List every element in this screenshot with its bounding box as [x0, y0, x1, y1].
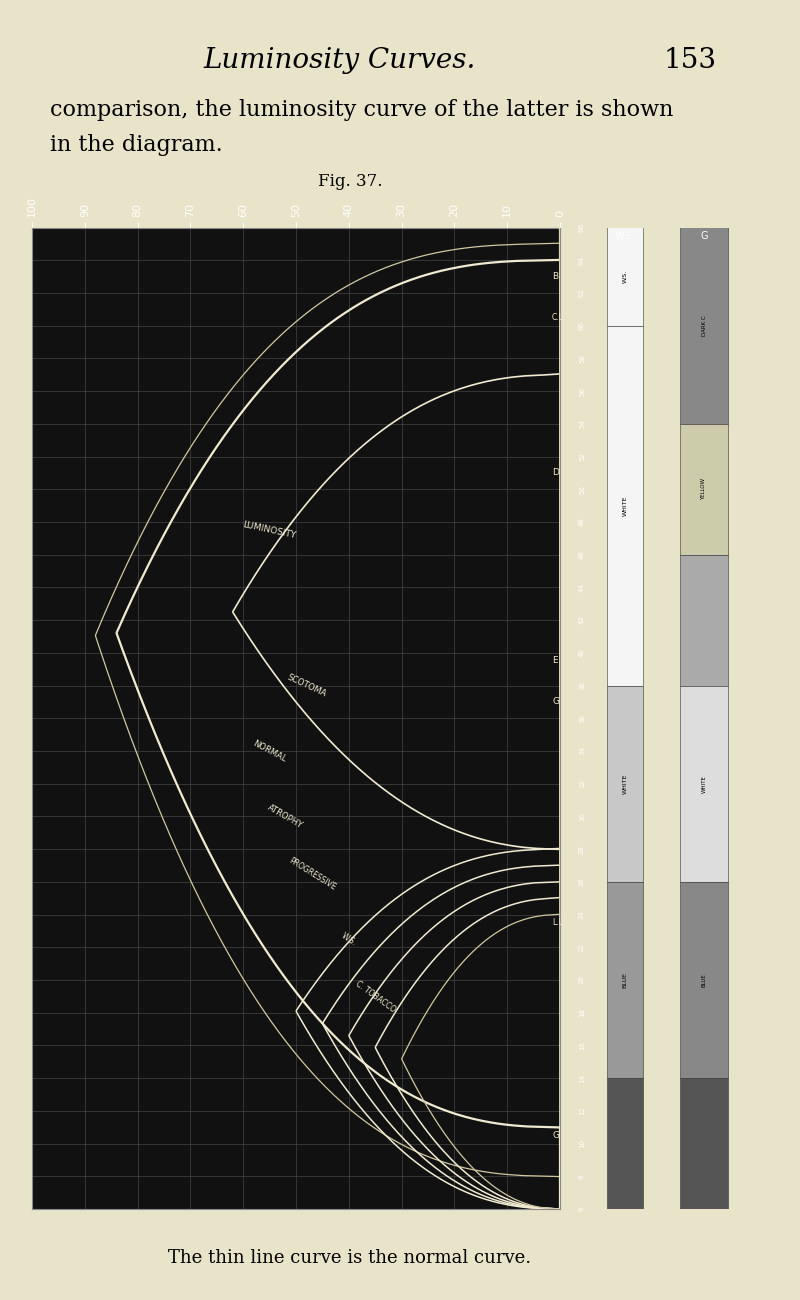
Text: Fig. 37.: Fig. 37. [318, 173, 382, 191]
Bar [607, 227, 643, 325]
Text: 18: 18 [579, 1009, 585, 1017]
Text: G: G [700, 230, 708, 240]
Text: B: B [552, 272, 558, 281]
Text: DARK C: DARK C [702, 316, 706, 335]
Bar [680, 424, 728, 555]
Text: L.L.: L.L. [552, 918, 566, 927]
Text: 20: 20 [579, 975, 585, 984]
Text: E: E [552, 656, 558, 666]
Text: 56: 56 [579, 386, 585, 395]
Text: 38: 38 [579, 681, 585, 690]
Text: 14: 14 [579, 1074, 585, 1083]
Text: ATROPHY: ATROPHY [266, 802, 305, 831]
Text: 60: 60 [579, 321, 585, 330]
Bar [607, 325, 643, 685]
Text: 46: 46 [579, 550, 585, 559]
Text: 10: 10 [579, 1139, 585, 1148]
Text: 48: 48 [579, 517, 585, 526]
Text: WHITE: WHITE [622, 774, 627, 794]
Bar [607, 1078, 643, 1209]
Text: 58: 58 [579, 354, 585, 363]
Text: BLUE: BLUE [622, 972, 627, 988]
Text: 6: 6 [579, 1206, 585, 1212]
Bar [680, 881, 728, 1078]
Text: NORMAL: NORMAL [251, 738, 288, 763]
Text: BLUE: BLUE [702, 974, 706, 987]
Bar [607, 685, 643, 881]
Text: 34: 34 [579, 746, 585, 755]
Text: 40: 40 [579, 649, 585, 658]
Text: 50: 50 [579, 485, 585, 494]
Bar [607, 881, 643, 1078]
Text: W.S.: W.S. [616, 231, 634, 240]
Text: 52: 52 [579, 452, 585, 462]
Text: PROGRESSIVE: PROGRESSIVE [286, 855, 337, 892]
Text: 12: 12 [579, 1106, 585, 1115]
Text: 8: 8 [579, 1174, 585, 1179]
Bar [680, 555, 728, 685]
Text: LUMINOSITY: LUMINOSITY [242, 520, 297, 541]
Text: 44: 44 [579, 582, 585, 592]
Text: 54: 54 [579, 420, 585, 428]
Text: W.S.: W.S. [339, 931, 358, 948]
Text: 32: 32 [579, 779, 585, 788]
Bar [680, 685, 728, 881]
Text: G: G [552, 1131, 559, 1140]
Text: C.L.: C.L. [552, 313, 566, 322]
Text: YELLOW: YELLOW [702, 478, 706, 500]
Text: 153: 153 [663, 47, 717, 74]
Text: 28: 28 [579, 845, 585, 854]
Text: WHITE: WHITE [622, 495, 627, 516]
Text: 62: 62 [579, 289, 585, 298]
Text: The thin line curve is the normal curve.: The thin line curve is the normal curve. [169, 1249, 531, 1268]
Text: G: G [552, 697, 559, 706]
Text: W.S.: W.S. [622, 270, 627, 283]
Bar [680, 227, 728, 424]
Text: D: D [552, 468, 559, 477]
Text: 36: 36 [579, 714, 585, 723]
Text: WHITE: WHITE [702, 775, 706, 793]
Text: C. TOBACCO: C. TOBACCO [354, 979, 397, 1014]
Text: 24: 24 [579, 910, 585, 919]
Text: SCOTOMA: SCOTOMA [286, 672, 328, 698]
Text: 30: 30 [579, 812, 585, 820]
Text: 16: 16 [579, 1041, 585, 1050]
Text: 42: 42 [579, 616, 585, 624]
Text: 26: 26 [579, 878, 585, 887]
Text: 22: 22 [579, 942, 585, 952]
Text: Luminosity Curves.: Luminosity Curves. [204, 47, 476, 74]
Text: 66: 66 [579, 224, 585, 231]
Bar [680, 1078, 728, 1209]
Text: comparison, the luminosity curve of the latter is shown: comparison, the luminosity curve of the … [50, 99, 674, 121]
Text: in the diagram.: in the diagram. [50, 134, 222, 156]
Text: 64: 64 [579, 256, 585, 265]
